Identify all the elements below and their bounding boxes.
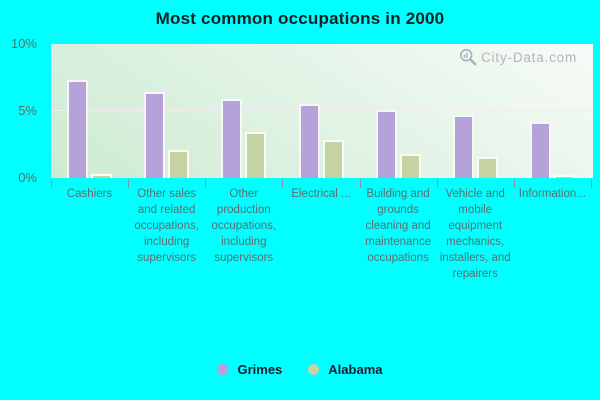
x-category-label-5: Vehicle and mobile equipment mechanics, … xyxy=(439,188,511,280)
x-tick-5 xyxy=(436,179,438,188)
x-category-label-3: Electrical ... xyxy=(291,188,351,200)
x-tick-7 xyxy=(591,179,592,188)
bar-alabama-3 xyxy=(322,140,344,178)
bar-grimes-0 xyxy=(67,80,89,178)
legend-item-alabama: Alabama xyxy=(308,362,383,377)
chart-title: Most common occupations in 2000 xyxy=(155,9,445,28)
x-category-label-2: Other production occupations, including … xyxy=(211,188,277,264)
x-category-label-1: Other sales and related occupations, inc… xyxy=(134,188,199,264)
x-tick-6 xyxy=(513,179,515,188)
x-tick-1 xyxy=(128,179,130,188)
x-category-label-6: Information... xyxy=(518,188,586,200)
watermark: City-Data.com xyxy=(459,48,577,66)
legend: Grimes Alabama xyxy=(0,362,600,377)
bar-grimes-1 xyxy=(144,92,166,178)
bar-alabama-5 xyxy=(476,156,498,178)
gridline-5pct xyxy=(51,110,591,111)
y-tick-label-0: 0% xyxy=(18,170,37,185)
bar-alabama-2 xyxy=(245,132,267,178)
bar-grimes-6 xyxy=(529,121,551,178)
bar-alabama-4 xyxy=(399,153,421,178)
x-category-label-4: Building and grounds cleaning and mainte… xyxy=(365,188,431,264)
bar-alabama-0 xyxy=(91,173,113,178)
bar-alabama-1 xyxy=(168,149,190,178)
x-category-label-0: Cashiers xyxy=(66,188,113,200)
x-tick-3 xyxy=(282,179,284,188)
y-tick-label-5: 5% xyxy=(18,103,37,118)
x-tick-4 xyxy=(359,179,361,188)
y-tick-label-10: 10% xyxy=(10,36,37,51)
legend-label-alabama: Alabama xyxy=(328,362,383,377)
legend-item-grimes: Grimes xyxy=(217,362,282,377)
x-tick-0 xyxy=(51,179,52,188)
bar-grimes-3 xyxy=(298,104,320,178)
bar-grimes-2 xyxy=(221,98,243,178)
legend-dot-grimes xyxy=(217,364,229,375)
magnifier-icon xyxy=(460,48,477,66)
plot-area: City-Data.com xyxy=(51,44,593,178)
x-tick-2 xyxy=(205,179,207,188)
legend-dot-alabama xyxy=(308,364,320,375)
legend-label-grimes: Grimes xyxy=(237,362,283,377)
bar-alabama-6 xyxy=(553,175,575,178)
bar-grimes-4 xyxy=(375,109,397,178)
bar-grimes-5 xyxy=(452,115,474,178)
watermark-text: City-Data.com xyxy=(481,49,577,65)
